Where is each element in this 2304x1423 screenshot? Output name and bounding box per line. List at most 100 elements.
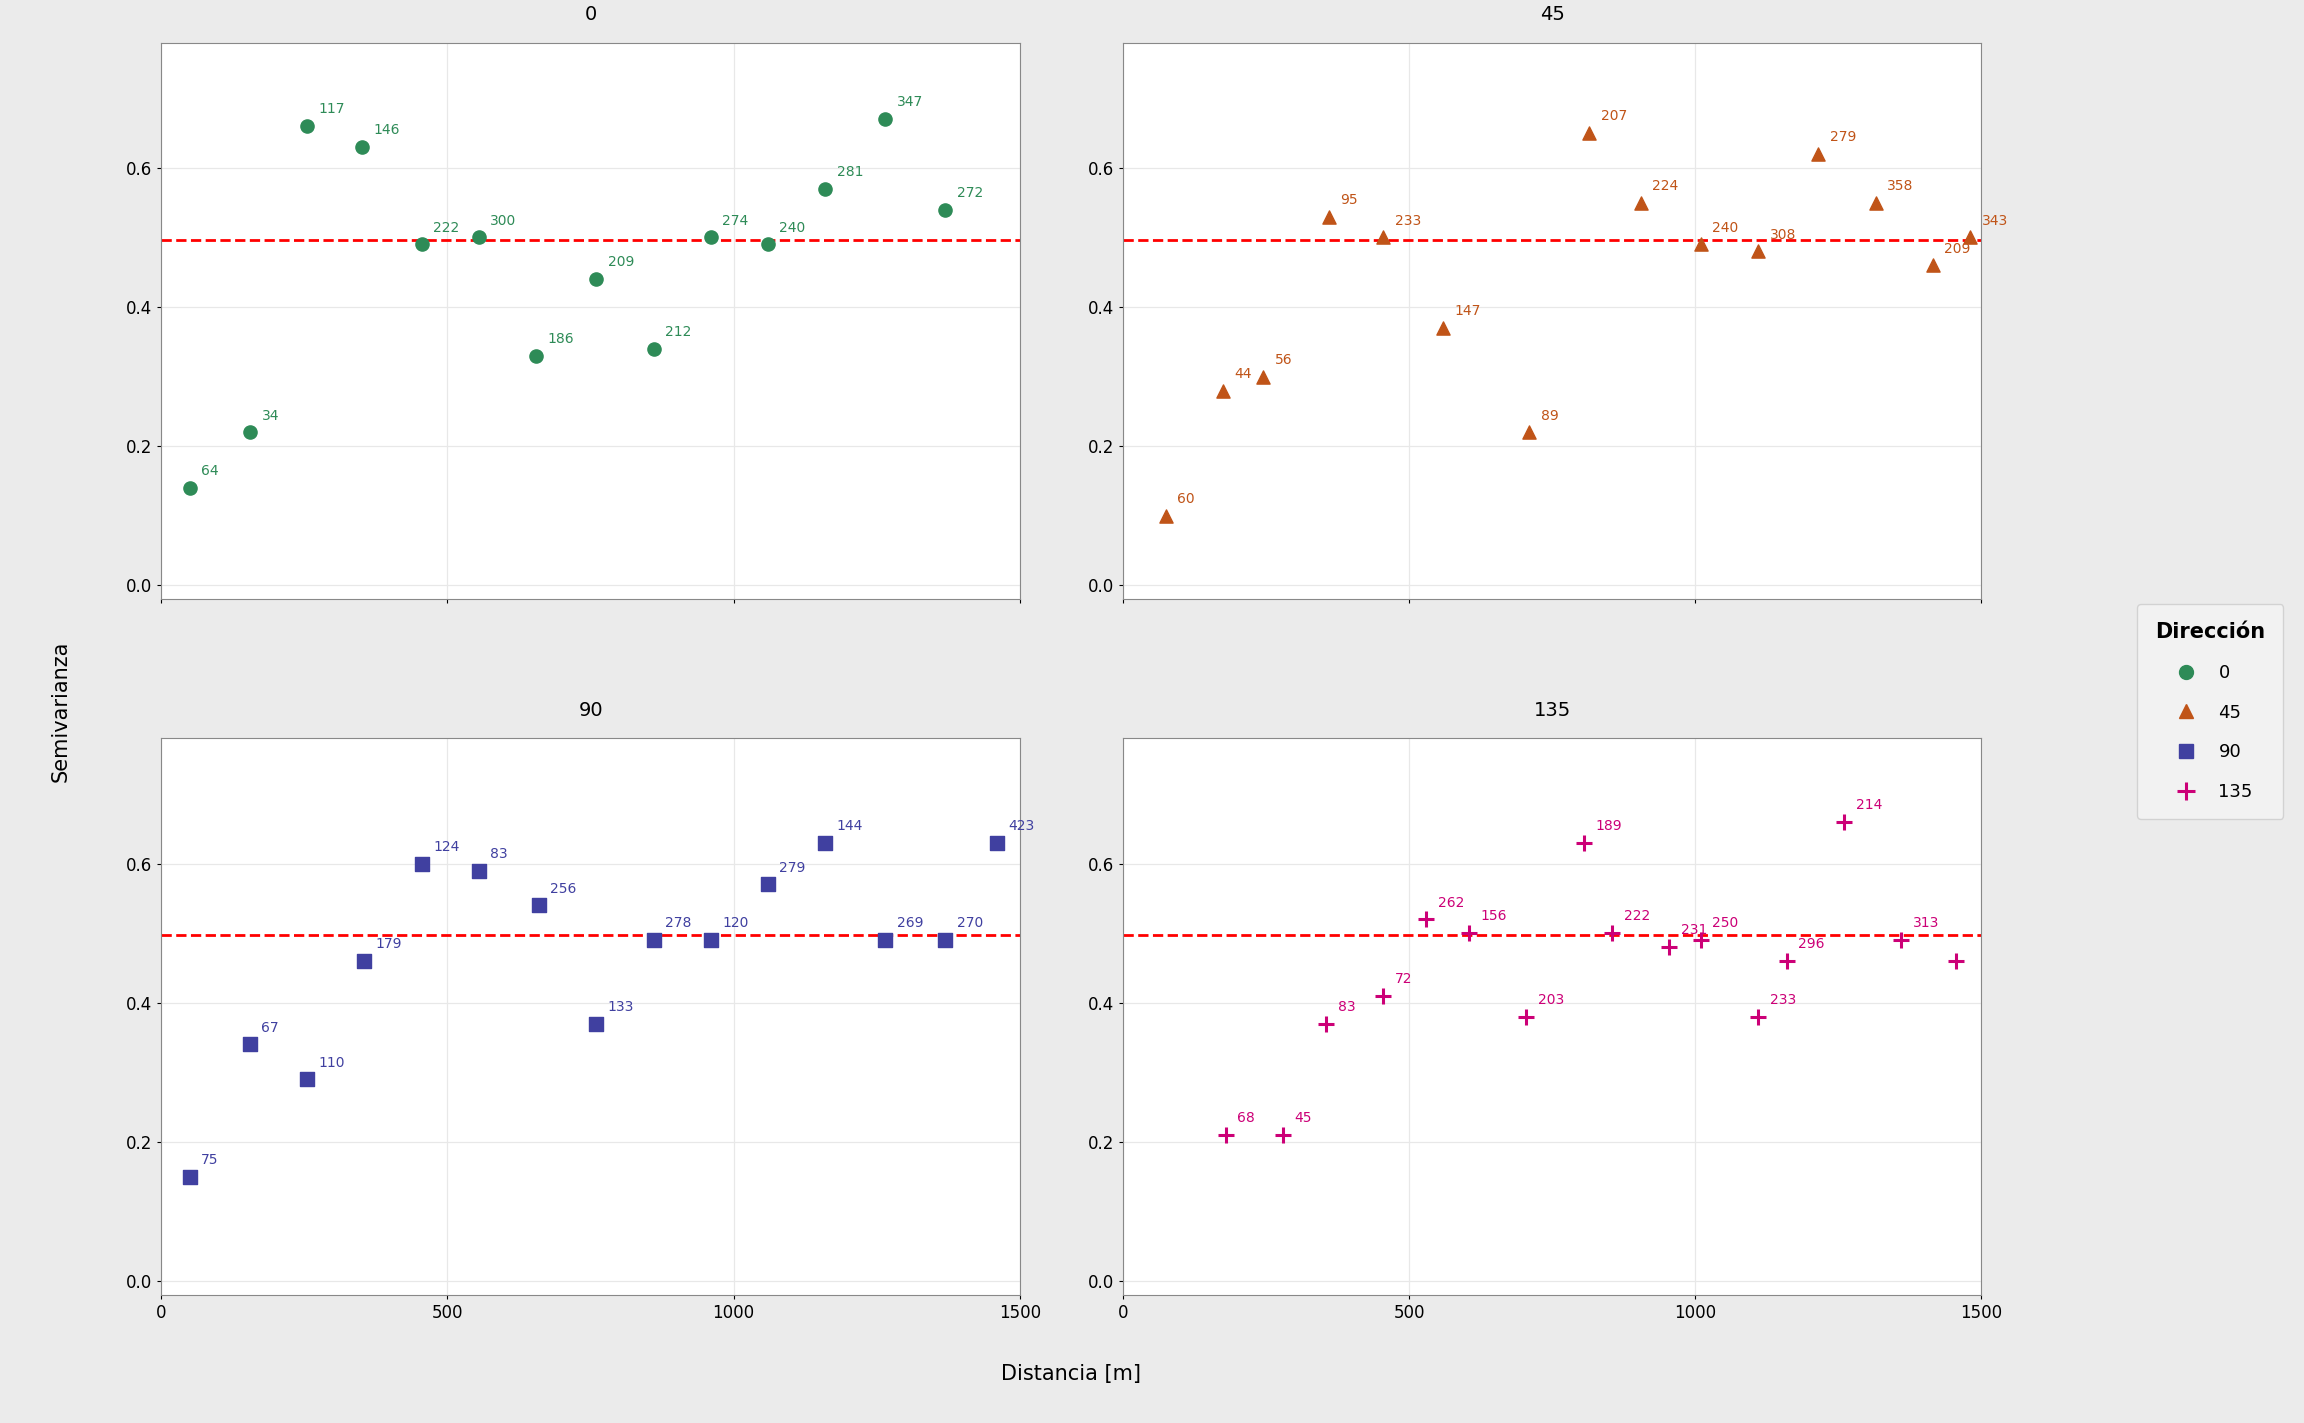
Text: 60: 60: [1177, 492, 1196, 507]
Point: [1364, 226, 1401, 249]
Point: [1207, 1124, 1244, 1147]
Text: 89: 89: [1541, 408, 1558, 423]
Point: [288, 115, 325, 138]
Text: 281: 281: [836, 165, 864, 179]
Point: [1408, 908, 1445, 931]
Text: 83: 83: [1339, 1000, 1355, 1013]
Text: 358: 358: [1887, 179, 1912, 194]
Point: [1594, 922, 1631, 945]
Text: 279: 279: [1829, 131, 1857, 144]
Point: [806, 831, 843, 854]
Point: [1740, 240, 1776, 263]
Text: 233: 233: [1769, 993, 1795, 1007]
Text: 34: 34: [260, 408, 279, 423]
Text: 209: 209: [1945, 242, 1970, 256]
Text: 207: 207: [1601, 110, 1627, 124]
Point: [170, 477, 207, 499]
Point: [346, 949, 382, 972]
Point: [1244, 366, 1281, 388]
Point: [636, 929, 673, 952]
Text: 117: 117: [318, 102, 346, 117]
Text: 296: 296: [1799, 938, 1825, 951]
Point: [461, 859, 498, 882]
Point: [1564, 831, 1601, 854]
Text: 146: 146: [373, 124, 399, 137]
Point: [1951, 226, 1988, 249]
Point: [578, 1012, 615, 1035]
Text: 269: 269: [896, 916, 924, 931]
Point: [1915, 253, 1951, 276]
Point: [1740, 1005, 1776, 1027]
Point: [1882, 929, 1919, 952]
Text: 423: 423: [1009, 820, 1034, 832]
Text: 313: 313: [1912, 916, 1940, 931]
Text: 133: 133: [608, 1000, 634, 1013]
Text: 308: 308: [1769, 228, 1797, 242]
Point: [518, 344, 555, 367]
Point: [461, 226, 498, 249]
Text: 300: 300: [491, 213, 516, 228]
Text: 45: 45: [1295, 1111, 1311, 1126]
Text: 224: 224: [1652, 179, 1680, 194]
Point: [233, 421, 270, 444]
Text: 186: 186: [548, 332, 574, 346]
Text: 144: 144: [836, 820, 864, 832]
Point: [1799, 142, 1836, 165]
Text: 272: 272: [956, 186, 984, 199]
Point: [1825, 811, 1862, 834]
Point: [1309, 1012, 1346, 1035]
Legend: 0, 45, 90, 135: 0, 45, 90, 135: [2138, 605, 2283, 818]
Point: [403, 852, 440, 875]
Point: [1938, 949, 1975, 972]
Text: 147: 147: [1454, 305, 1481, 319]
Text: 240: 240: [1712, 221, 1740, 235]
Text: 214: 214: [1855, 798, 1882, 813]
Text: 222: 222: [1624, 909, 1650, 924]
Point: [343, 135, 380, 158]
Point: [233, 1033, 270, 1056]
Point: [578, 268, 615, 290]
Text: 120: 120: [721, 916, 749, 931]
Text: 222: 222: [433, 221, 458, 235]
Point: [403, 233, 440, 256]
Text: 44: 44: [1235, 367, 1251, 381]
Text: 212: 212: [666, 324, 691, 339]
Point: [170, 1165, 207, 1188]
Text: 347: 347: [896, 95, 924, 110]
Text: 64: 64: [200, 464, 219, 478]
Point: [926, 198, 963, 221]
Text: 240: 240: [779, 221, 806, 235]
Point: [749, 874, 786, 896]
Point: [979, 831, 1016, 854]
Text: 278: 278: [666, 916, 691, 931]
Point: [1571, 122, 1608, 145]
Text: 233: 233: [1394, 213, 1422, 228]
Point: [691, 226, 728, 249]
Text: 83: 83: [491, 847, 507, 861]
Point: [866, 108, 903, 131]
Text: 72: 72: [1394, 972, 1412, 986]
Point: [1682, 929, 1719, 952]
Point: [1311, 205, 1348, 228]
Point: [1364, 985, 1401, 1007]
Point: [866, 929, 903, 952]
Point: [1511, 421, 1548, 444]
Text: 75: 75: [200, 1153, 219, 1167]
Point: [1147, 504, 1184, 527]
Text: 124: 124: [433, 840, 458, 854]
Text: 67: 67: [260, 1020, 279, 1035]
Text: 274: 274: [721, 213, 749, 228]
Point: [1622, 191, 1659, 213]
Point: [1652, 936, 1689, 959]
Point: [1424, 316, 1461, 339]
Text: 262: 262: [1438, 895, 1463, 909]
Point: [1857, 191, 1894, 213]
Text: 250: 250: [1712, 916, 1740, 931]
Text: Distancia [m]: Distancia [m]: [1002, 1365, 1140, 1385]
Point: [1265, 1124, 1302, 1147]
Text: 231: 231: [1682, 924, 1707, 938]
Text: 95: 95: [1341, 194, 1357, 206]
Text: 189: 189: [1594, 820, 1622, 832]
Point: [288, 1067, 325, 1090]
Point: [1452, 922, 1488, 945]
